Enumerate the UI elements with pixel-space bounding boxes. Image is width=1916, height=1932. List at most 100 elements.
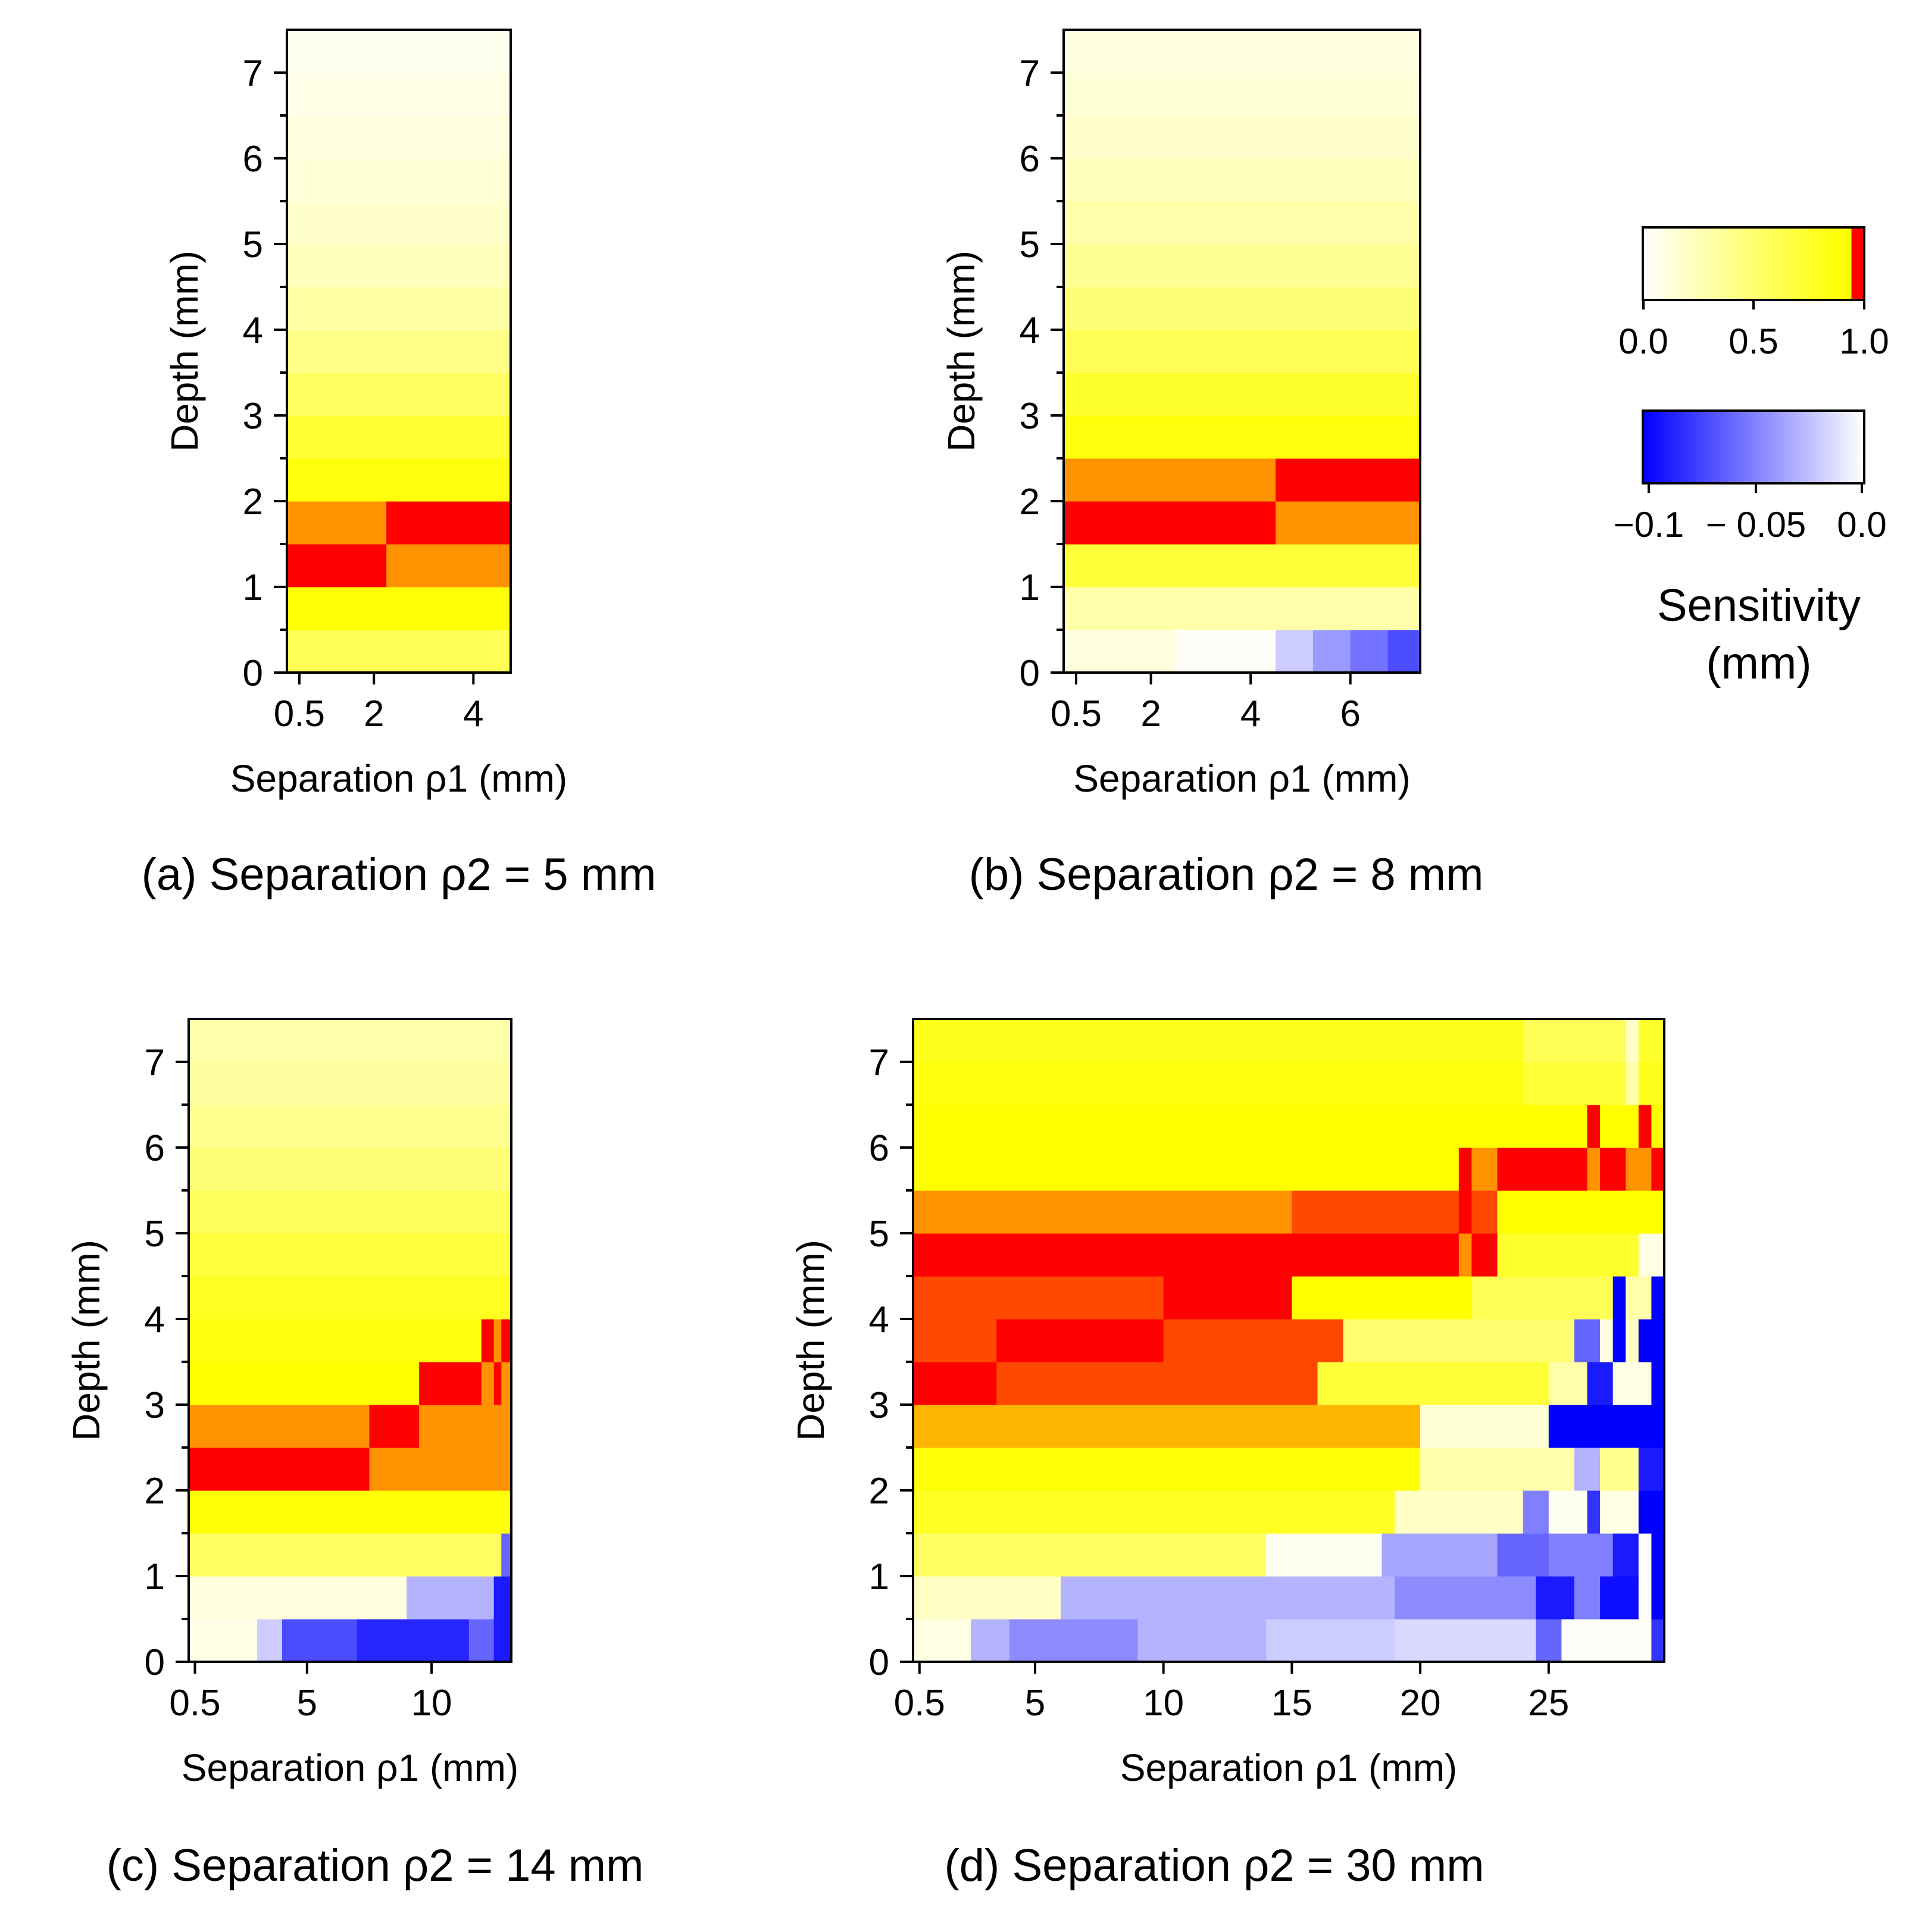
panel-caption: (c) Separation ρ2 = 14 mm [107, 1840, 644, 1891]
heatmap-cell [1176, 630, 1276, 673]
heatmap-cell [1471, 1276, 1614, 1320]
heatmap-cell [1651, 1276, 1665, 1320]
heatmap-cell [357, 1619, 470, 1662]
x-tick-label: 2 [1140, 693, 1161, 734]
heatmap-cell [1638, 1319, 1665, 1362]
heatmap-cell [1394, 1576, 1536, 1620]
heatmap-cell [1638, 1105, 1652, 1148]
heatmap-cell [996, 1362, 1318, 1405]
heatmap-cell [1064, 30, 1421, 73]
heatmap-cell [1266, 1619, 1395, 1662]
heatmap-cell [1626, 1019, 1639, 1062]
heatmap-cell [913, 1362, 997, 1405]
x-axis-label: Separation ρ1 (mm) [1120, 1746, 1457, 1789]
heatmap-cell [1064, 458, 1276, 502]
heatmap-cell [1471, 1148, 1498, 1191]
heatmap-cell [189, 1576, 407, 1620]
heatmap-cell [1600, 1105, 1639, 1148]
heatmap-cell [282, 1619, 358, 1662]
heatmap-cell [1651, 1576, 1665, 1620]
heatmap-cell [493, 1362, 502, 1405]
x-tick-label: 25 [1528, 1683, 1569, 1724]
x-tick-label: 4 [463, 693, 483, 734]
heatmap-cell [287, 501, 387, 545]
y-tick-label: 3 [869, 1385, 889, 1426]
heatmap-cell [287, 373, 511, 416]
heatmap-cell [1064, 115, 1421, 159]
heatmap-cell [913, 1405, 1421, 1448]
heatmap-cell [1548, 1362, 1588, 1405]
x-axis-label: Separation ρ1 (mm) [1073, 757, 1410, 800]
y-tick-label: 3 [1020, 396, 1040, 437]
heatmap-cell [1064, 415, 1421, 459]
y-tick-label: 7 [145, 1042, 165, 1083]
heatmap-cell [1600, 1148, 1626, 1191]
heatmap-cell [287, 458, 511, 502]
heatmap-cell [1612, 1533, 1639, 1577]
heatmap-cell [1536, 1619, 1562, 1662]
y-axis-label: Depth (mm) [163, 251, 206, 452]
heatmap-cell [1064, 158, 1421, 202]
heatmap-cell [287, 330, 511, 373]
heatmap-cell [1626, 1276, 1652, 1320]
heatmap-cell [1626, 1062, 1639, 1105]
heatmap-cell [1471, 1233, 1498, 1277]
heatmap-cell [481, 1362, 495, 1405]
plot-frame [187, 1018, 512, 1663]
colorbar-tick-label: 1.0 [1839, 321, 1889, 361]
heatmap-cell [913, 1062, 1524, 1105]
heatmap-cell [1292, 1276, 1473, 1320]
heatmap-cell [287, 201, 511, 245]
plot-frame [1062, 29, 1421, 674]
heatmap-cell [1548, 1533, 1614, 1577]
y-tick-label: 7 [243, 53, 263, 94]
y-tick-label: 0 [1020, 653, 1040, 694]
heatmap-cell [501, 1319, 512, 1362]
heatmap-cell [1626, 1319, 1639, 1362]
heatmap-cell [1292, 1190, 1459, 1234]
heatmap-cell [189, 1319, 482, 1362]
heatmap-cell [1600, 1448, 1639, 1491]
y-tick-label: 4 [243, 310, 263, 351]
heatmap-cell [1548, 1490, 1588, 1534]
x-tick-label: 4 [1240, 693, 1261, 734]
heatmap-cell [287, 244, 511, 287]
heatmap-cell [913, 1319, 997, 1362]
heatmap-cell [913, 1533, 1267, 1577]
heatmap-cell [1381, 1533, 1498, 1577]
y-tick-label: 2 [243, 482, 263, 523]
heatmap-cell [1600, 1319, 1614, 1362]
heatmap-cell [287, 158, 511, 202]
colorbar-tick-label: 0.0 [1618, 321, 1668, 361]
heatmap-cell [971, 1619, 1010, 1662]
colorbar-title-line1: Sensitivity [1657, 580, 1861, 631]
heatmap-cell [1064, 544, 1421, 587]
colorbar-tick-label: 0.5 [1729, 321, 1778, 361]
heatmap-cell [189, 1190, 512, 1234]
heatmap-cell [189, 1405, 370, 1448]
x-tick-label: 6 [1340, 693, 1360, 734]
plot-frame [912, 1018, 1665, 1663]
heatmap-cell [493, 1319, 502, 1362]
panel-caption: (b) Separation ρ2 = 8 mm [969, 849, 1484, 900]
heatmap-cell [468, 1619, 495, 1662]
heatmap-cell [407, 1576, 495, 1620]
heatmap-cell [913, 1105, 1588, 1148]
heatmap-cell [493, 1576, 512, 1620]
heatmap-cell [1587, 1362, 1614, 1405]
heatmap-cell [1497, 1533, 1549, 1577]
heatmap-cell [386, 501, 511, 545]
heatmap-cell [1343, 1319, 1575, 1362]
heatmap-cell [1497, 1190, 1665, 1234]
heatmap-cell [189, 1619, 258, 1662]
heatmap-cell [1574, 1319, 1601, 1362]
plot-frame [286, 29, 512, 674]
colorbar-positive: 0.0 0.5 1.0 [1618, 226, 1889, 361]
x-tick-label: 20 [1400, 1683, 1441, 1724]
y-tick-label: 1 [1020, 567, 1040, 608]
heatmap-cell [1638, 1533, 1652, 1577]
panel-d: 0 1 2 3 4 5 6 7 0.5 5 10 15 20 25 Separation ρ1 (mm) De… [789, 1018, 1665, 1891]
x-tick-label: 0.5 [169, 1683, 220, 1724]
heatmap-cell [1064, 587, 1421, 630]
heatmap-cell [1064, 201, 1421, 245]
